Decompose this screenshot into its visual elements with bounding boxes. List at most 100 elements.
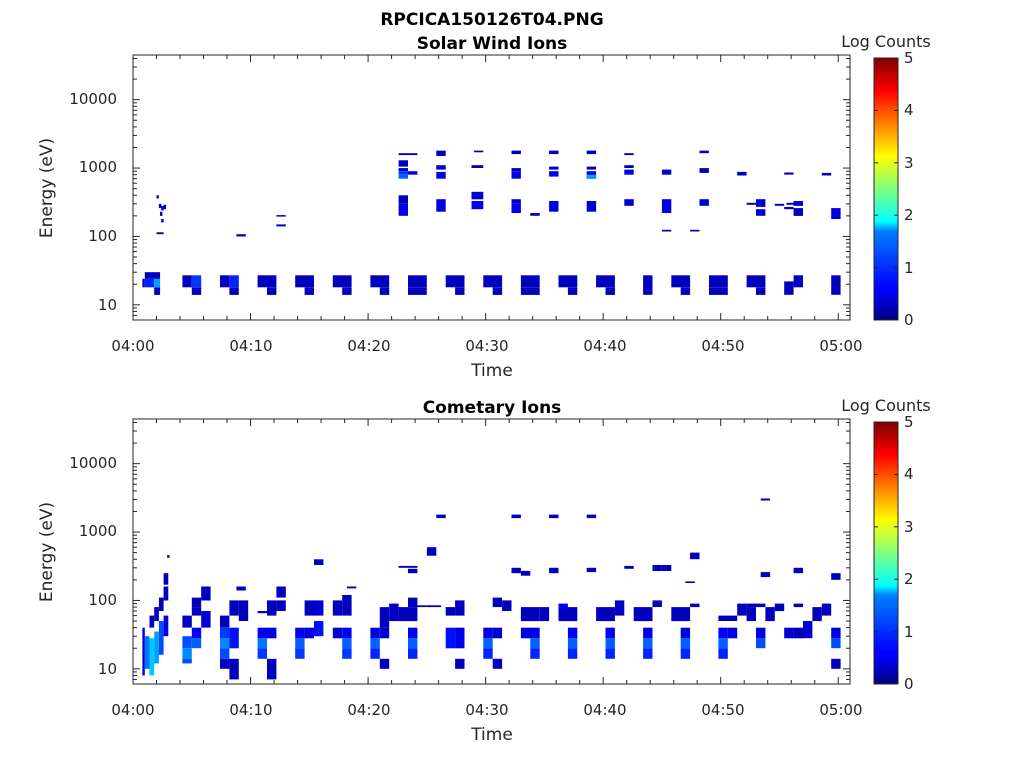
heatmap-cell bbox=[746, 202, 756, 205]
heatmap-cell bbox=[652, 565, 662, 571]
heatmap-cell bbox=[727, 627, 738, 639]
heatmap-cell bbox=[191, 597, 202, 608]
heatmap-cell bbox=[398, 174, 408, 179]
heatmap-cell bbox=[257, 638, 267, 649]
heatmap-cell bbox=[379, 607, 390, 628]
heatmap-cell bbox=[182, 615, 192, 628]
heatmap-cell bbox=[831, 658, 841, 669]
heatmap-cell bbox=[144, 272, 161, 279]
heatmap-cell bbox=[267, 627, 277, 639]
heatmap-cell bbox=[144, 636, 150, 669]
heatmap-cell bbox=[549, 201, 559, 212]
x-tick-label: 04:00 bbox=[111, 701, 154, 719]
colorbar-gradient bbox=[873, 421, 899, 685]
heatmap-cell bbox=[483, 638, 493, 649]
heatmap-cell bbox=[624, 199, 634, 206]
heatmap-cell bbox=[370, 638, 380, 649]
cometary-ticks bbox=[132, 419, 850, 685]
heatmap-cell bbox=[342, 595, 352, 616]
cometary-y-tick-labels: 10 100 1000 10000 bbox=[69, 454, 117, 678]
heatmap-cell bbox=[586, 174, 597, 179]
solar-wind-colorbar: Log Counts 0 1 2 3 4 5 bbox=[841, 32, 931, 329]
heatmap-cell bbox=[643, 638, 653, 649]
heatmap-cell bbox=[624, 153, 634, 156]
heatmap-cell bbox=[586, 201, 597, 212]
heatmap-cell bbox=[156, 195, 159, 199]
colorbar-tick-label: 4 bbox=[904, 465, 914, 483]
heatmap-cell bbox=[520, 607, 540, 622]
heatmap-cell bbox=[201, 611, 211, 628]
heatmap-cell bbox=[257, 627, 267, 639]
heatmap-cell bbox=[276, 224, 286, 227]
heatmap-cell bbox=[520, 627, 540, 639]
solar-wind-cells bbox=[142, 150, 841, 295]
heatmap-cell bbox=[756, 199, 766, 207]
heatmap-cell bbox=[158, 597, 164, 611]
heatmap-cell bbox=[661, 229, 672, 232]
figure-title: RPCICA150126T04.PNG bbox=[380, 10, 603, 30]
heatmap-cell bbox=[690, 552, 700, 560]
x-tick-label: 04:50 bbox=[701, 337, 744, 355]
x-tick-label: 04:10 bbox=[229, 337, 272, 355]
heatmap-cell bbox=[614, 600, 625, 616]
panel-cometary-ions: Cometary Ions 04:00 04:10 04:20 04:30 04… bbox=[37, 396, 931, 745]
heatmap-cell bbox=[558, 607, 578, 622]
heatmap-cell bbox=[483, 627, 493, 639]
heatmap-cell bbox=[436, 165, 446, 170]
colorbar-ticks bbox=[874, 421, 898, 685]
heatmap-cell bbox=[786, 202, 796, 205]
heatmap-cell bbox=[605, 627, 615, 639]
heatmap-cell bbox=[455, 287, 465, 295]
heatmap-cell bbox=[191, 287, 202, 295]
colorbar-tick-label: 2 bbox=[904, 570, 914, 588]
heatmap-cell bbox=[201, 586, 211, 601]
heatmap-cell bbox=[709, 287, 728, 295]
heatmap-cell bbox=[821, 172, 832, 176]
heatmap-cell bbox=[471, 165, 484, 168]
heatmap-cell bbox=[408, 638, 418, 649]
solar-wind-ticks bbox=[132, 55, 850, 321]
heatmap-cell bbox=[831, 627, 841, 639]
heatmap-cell bbox=[156, 232, 164, 235]
heatmap-cell bbox=[445, 275, 465, 288]
heatmap-cell bbox=[661, 199, 672, 213]
heatmap-cell bbox=[229, 600, 239, 616]
heatmap-cell bbox=[605, 638, 615, 649]
heatmap-cell bbox=[144, 278, 155, 288]
heatmap-cell bbox=[471, 201, 484, 210]
heatmap-cell bbox=[346, 586, 357, 589]
heatmap-cell bbox=[605, 648, 615, 659]
heatmap-cell bbox=[332, 275, 352, 288]
y-tick-label: 10 bbox=[98, 660, 117, 678]
heatmap-cell bbox=[549, 166, 559, 170]
heatmap-cell bbox=[295, 627, 305, 639]
y-tick-label: 1000 bbox=[79, 158, 117, 176]
heatmap-cell bbox=[558, 603, 568, 609]
x-tick-label: 04:20 bbox=[347, 337, 390, 355]
heatmap-cell bbox=[304, 600, 314, 616]
heatmap-cell bbox=[746, 607, 756, 622]
colorbar-tick-label: 0 bbox=[904, 311, 914, 329]
heatmap-cell bbox=[567, 638, 578, 649]
colorbar-tick-label: 1 bbox=[904, 259, 914, 277]
heatmap-cell bbox=[680, 287, 691, 295]
heatmap-cell bbox=[408, 627, 418, 639]
heatmap-cell bbox=[161, 219, 164, 223]
heatmap-cell bbox=[624, 165, 634, 168]
heatmap-cell bbox=[342, 648, 352, 659]
heatmap-cell bbox=[793, 275, 803, 288]
heatmap-cell bbox=[154, 607, 159, 622]
heatmap-cell bbox=[295, 275, 314, 288]
heatmap-cell bbox=[220, 648, 230, 659]
heatmap-cell bbox=[229, 627, 239, 649]
heatmap-cell bbox=[530, 648, 540, 659]
y-tick-label: 10000 bbox=[69, 454, 117, 472]
x-tick-label: 04:10 bbox=[229, 701, 272, 719]
heatmap-cell bbox=[142, 627, 145, 676]
x-tick-label: 04:20 bbox=[347, 701, 390, 719]
heatmap-cell bbox=[163, 615, 169, 637]
heatmap-cell bbox=[257, 275, 277, 288]
y-tick-label: 10000 bbox=[69, 90, 117, 108]
cometary-title: Cometary Ions bbox=[423, 398, 562, 418]
heatmap-cell bbox=[793, 627, 803, 639]
